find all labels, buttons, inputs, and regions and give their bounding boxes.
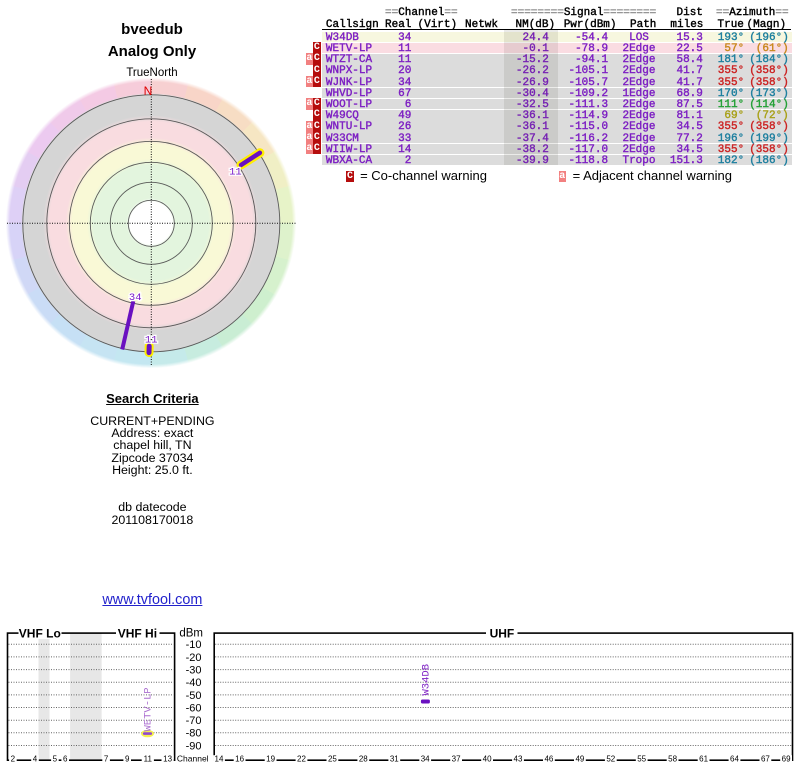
svg-text:46: 46 [544, 754, 553, 763]
svg-text:11: 11 [145, 334, 158, 346]
svg-text:40: 40 [483, 754, 492, 763]
svg-text:16: 16 [235, 754, 244, 763]
svg-text:-70: -70 [186, 715, 202, 727]
svg-text:55: 55 [637, 754, 646, 763]
svg-text:28: 28 [359, 754, 368, 763]
svg-text:19: 19 [266, 754, 275, 763]
svg-text:-40: -40 [186, 677, 202, 689]
svg-text:-20: -20 [186, 652, 202, 664]
svg-text:67: 67 [761, 754, 770, 763]
svg-text:WETV-LP: WETV-LP [142, 687, 154, 731]
svg-text:7: 7 [104, 754, 109, 763]
svg-text:-10: -10 [186, 639, 202, 651]
svg-text:37: 37 [452, 754, 461, 763]
svg-text:-50: -50 [186, 690, 202, 702]
svg-text:UHF: UHF [490, 626, 515, 640]
svg-text:6: 6 [63, 754, 68, 763]
svg-text:-80: -80 [186, 728, 202, 740]
svg-text:11: 11 [229, 166, 242, 178]
svg-text:W34DB: W34DB [421, 664, 433, 696]
svg-text:34: 34 [129, 292, 142, 304]
svg-text:11: 11 [229, 166, 242, 178]
svg-text:69: 69 [782, 754, 791, 763]
svg-text:4: 4 [33, 754, 38, 763]
svg-text:43: 43 [514, 754, 523, 763]
svg-text:9: 9 [125, 754, 130, 763]
svg-text:VHF Hi: VHF Hi [118, 626, 157, 640]
svg-text:34: 34 [421, 754, 430, 763]
svg-text:2: 2 [11, 754, 16, 763]
svg-text:-30: -30 [186, 665, 202, 677]
svg-text:-90: -90 [186, 740, 202, 752]
svg-text:34: 34 [129, 292, 142, 304]
svg-text:5: 5 [53, 754, 58, 763]
svg-text:22: 22 [297, 754, 306, 763]
svg-text:Channel: Channel [177, 753, 209, 763]
svg-text:25: 25 [328, 754, 337, 763]
svg-text:61: 61 [699, 754, 708, 763]
svg-text:52: 52 [606, 754, 615, 763]
svg-text:13: 13 [163, 754, 172, 763]
svg-text:11: 11 [145, 334, 158, 346]
svg-text:64: 64 [730, 754, 739, 763]
svg-text:dBm: dBm [179, 628, 203, 640]
svg-text:58: 58 [668, 754, 677, 763]
svg-text:14: 14 [215, 754, 224, 763]
svg-text:VHF Lo: VHF Lo [19, 626, 61, 640]
svg-text:-60: -60 [186, 702, 202, 714]
svg-text:31: 31 [390, 754, 399, 763]
svg-text:11: 11 [144, 754, 153, 763]
svg-text:49: 49 [575, 754, 584, 763]
